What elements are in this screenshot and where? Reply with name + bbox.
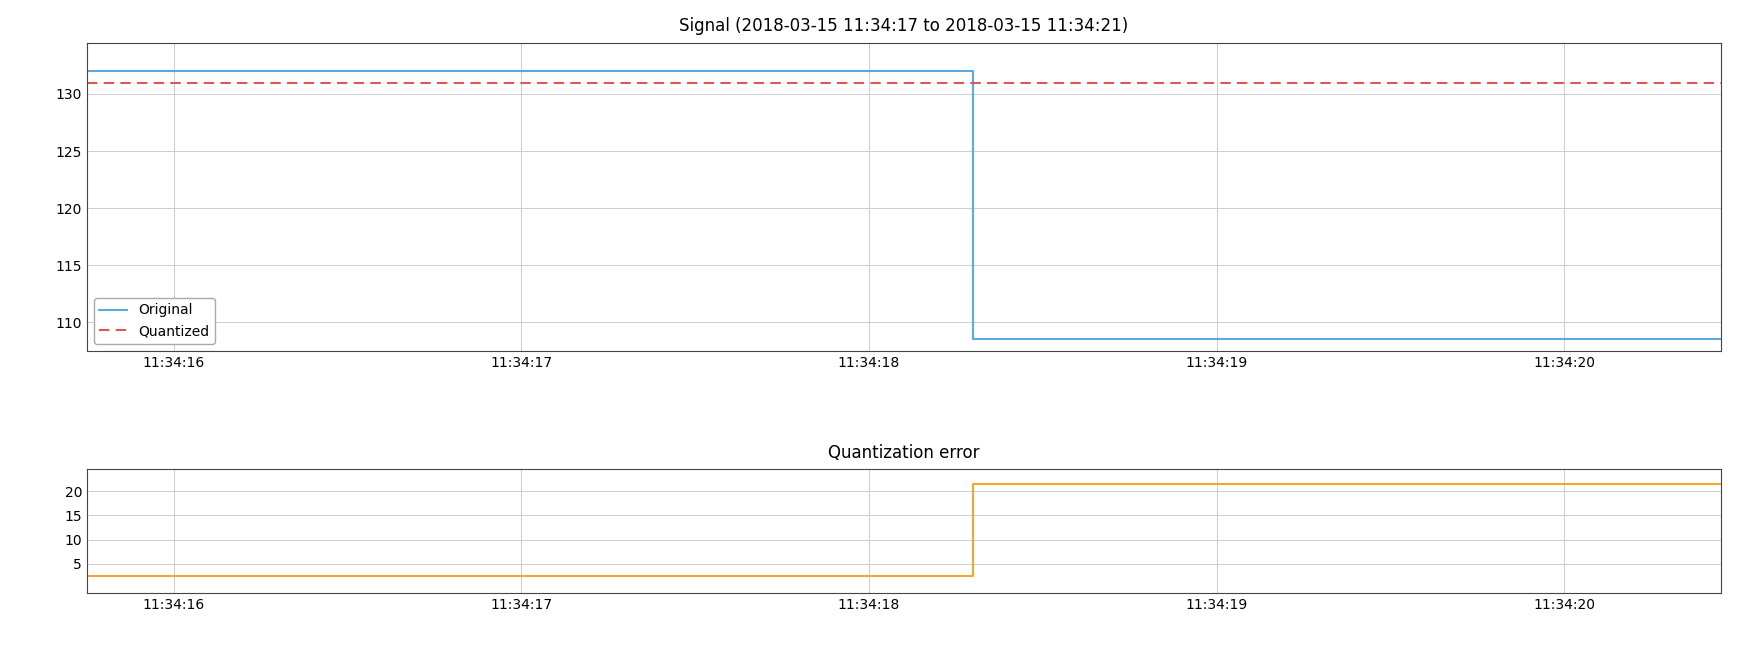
Original — [963, 67, 984, 75]
Title: Signal (2018-03-15 11:34:17 to 2018-03-15 11:34:21): Signal (2018-03-15 11:34:17 to 2018-03-1… — [680, 18, 1128, 35]
Original — [963, 335, 984, 343]
Original — [76, 67, 97, 75]
Legend: Original, Quantized: Original, Quantized — [94, 298, 216, 344]
Title: Quantization error: Quantization error — [827, 444, 980, 462]
Line: Original: Original — [87, 71, 1721, 339]
Original — [1710, 335, 1731, 343]
